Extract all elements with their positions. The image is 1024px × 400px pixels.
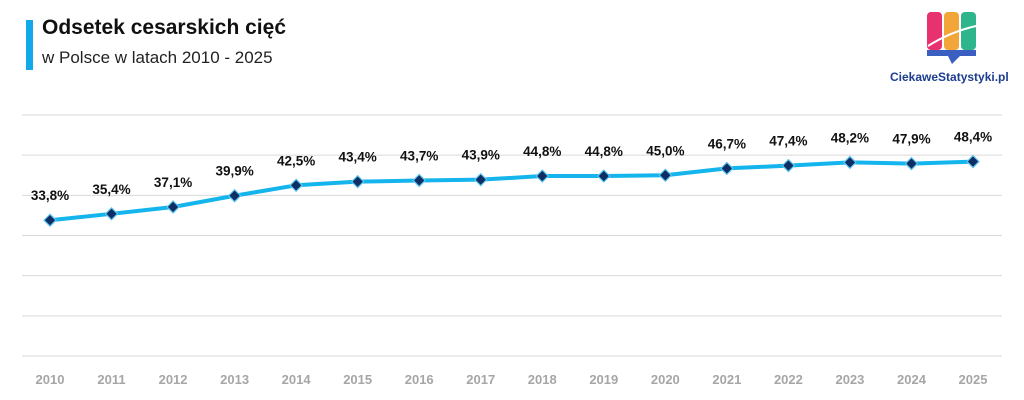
x-tick-label: 2011 — [97, 372, 125, 387]
x-tick-label: 2025 — [959, 372, 988, 387]
x-tick-label: 2015 — [343, 372, 372, 387]
data-point-marker — [412, 173, 427, 188]
data-point-marker — [350, 174, 365, 189]
data-label: 43,9% — [462, 148, 500, 163]
data-label: 48,4% — [954, 130, 992, 145]
data-point-marker — [166, 200, 180, 214]
data-point-marker — [104, 206, 119, 221]
x-tick-label: 2021 — [712, 372, 741, 387]
series-line — [49, 159, 974, 223]
data-point-marker — [473, 172, 488, 187]
x-tick-label: 2022 — [774, 372, 803, 387]
x-tick-label: 2013 — [220, 372, 249, 387]
data-point-marker — [658, 168, 673, 183]
logo[interactable]: CiekaweStatystyki.pl — [890, 10, 1020, 90]
data-label: 44,8% — [523, 144, 561, 159]
title-accent-bar — [26, 20, 33, 70]
data-label: 43,4% — [339, 150, 377, 165]
data-label: 47,4% — [769, 134, 807, 149]
logo-icon — [927, 12, 977, 64]
data-point-marker — [843, 155, 857, 170]
data-point-marker — [596, 169, 611, 183]
x-tick-label: 2023 — [835, 372, 864, 387]
x-tick-label: 2020 — [651, 372, 680, 387]
data-label: 48,2% — [831, 130, 869, 145]
x-tick-label: 2017 — [466, 372, 495, 387]
data-label: 47,9% — [892, 132, 930, 147]
x-tick-label: 2024 — [897, 372, 927, 387]
data-point-marker — [43, 213, 57, 228]
chart-subtitle: w Polsce w latach 2010 - 2025 — [42, 48, 273, 67]
data-label: 37,1% — [154, 175, 192, 190]
data-label: 35,4% — [92, 182, 130, 197]
data-point-marker — [966, 154, 980, 169]
x-tick-label: 2012 — [159, 372, 188, 387]
data-label: 33,8% — [31, 188, 69, 203]
chart-title: Odsetek cesarskich cięć — [42, 16, 287, 39]
data-point-marker — [904, 156, 919, 171]
x-tick-label: 2010 — [36, 372, 65, 387]
x-tick-label: 2019 — [589, 372, 618, 387]
x-tick-label: 2014 — [282, 372, 312, 387]
data-label: 43,7% — [400, 148, 438, 163]
logo-text: CiekaweStatystyki.pl — [890, 70, 1009, 84]
x-tick-label: 2016 — [405, 372, 434, 387]
data-point-marker — [720, 161, 734, 176]
data-label: 45,0% — [646, 143, 684, 158]
data-label: 42,5% — [277, 153, 315, 168]
x-tick-label: 2018 — [528, 372, 557, 387]
data-label: 46,7% — [708, 136, 746, 151]
data-point-marker — [781, 158, 796, 173]
data-point-marker — [535, 169, 550, 183]
data-label: 39,9% — [215, 164, 253, 179]
data-point-marker — [227, 188, 242, 203]
data-point-marker — [289, 178, 303, 193]
data-label: 44,8% — [585, 144, 623, 159]
